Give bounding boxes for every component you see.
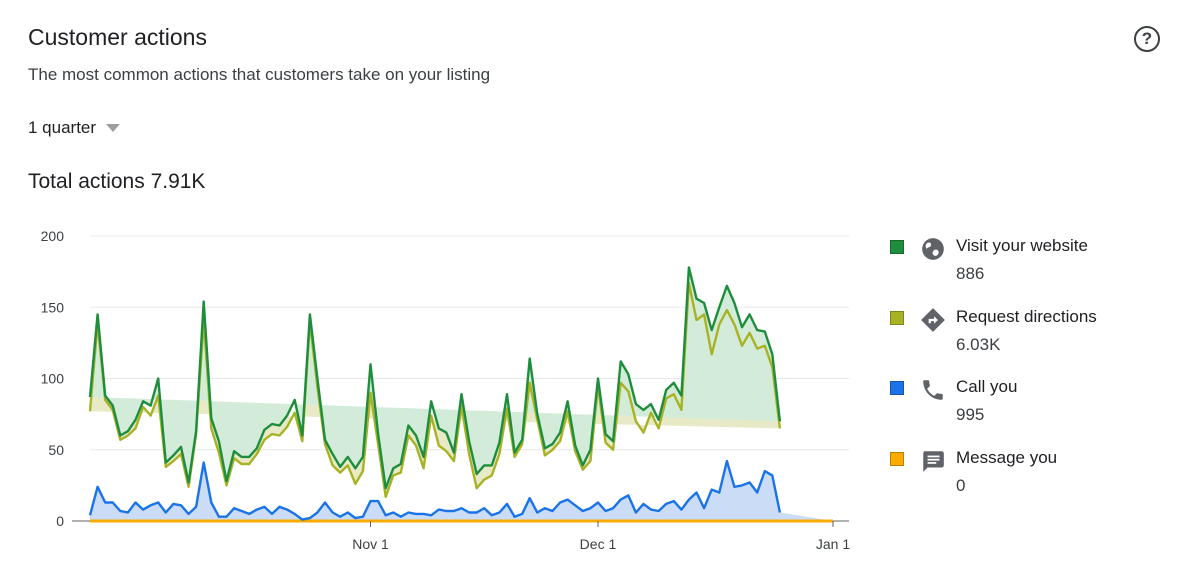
question-circle-icon[interactable]: ? [1134,26,1160,52]
legend-swatch-directions [890,310,904,325]
y-tick-label: 50 [48,442,64,458]
x-tick-label: Jan 1 [816,536,850,552]
globe-icon [922,238,944,260]
x-tick-label: Dec 1 [580,536,617,552]
period-dropdown[interactable]: 1 quarter [28,118,121,138]
page-subtitle: The most common actions that customers t… [28,65,491,84]
total-actions: Total actions 7.91K [28,170,206,193]
legend-item-message[interactable]: Message you 0 [888,446,1188,517]
message-icon [923,450,944,472]
legend-name-call: Call you [956,377,1018,396]
legend-value-call: 995 [956,405,985,424]
directions-icon [921,307,945,332]
legend-value-website: 886 [956,264,985,283]
chart-legend: Visit your website 886 Request direction… [888,234,1188,516]
legend-item-website[interactable]: Visit your website 886 [888,234,1188,305]
legend-item-call[interactable]: Call you 995 [888,375,1188,446]
legend-value-message: 0 [956,475,966,495]
y-tick-label: 100 [41,371,65,387]
line-visit-your-website [88,266,782,490]
period-label: 1 quarter [28,118,97,137]
legend-name-directions: Request directions [956,306,1097,326]
y-tick-label: 200 [41,228,65,244]
legend-swatch-call [890,381,904,395]
phone-icon [923,380,943,400]
caret-down-icon [106,124,121,132]
y-tick-label: 0 [56,513,64,529]
legend-swatch-message [890,451,904,466]
legend-item-directions[interactable]: Request directions 6.03K [888,305,1188,376]
legend-value-directions: 6.03K [956,334,1001,354]
legend-name-message: Message you [956,447,1058,467]
line-call-you [88,459,782,521]
legend-swatch-website [890,240,904,254]
y-tick-label: 150 [41,299,65,315]
x-tick-label: Nov 1 [352,536,389,552]
legend-name-website: Visit your website [956,236,1088,255]
page-title: Customer actions [28,24,207,50]
help-label: ? [1141,29,1153,48]
